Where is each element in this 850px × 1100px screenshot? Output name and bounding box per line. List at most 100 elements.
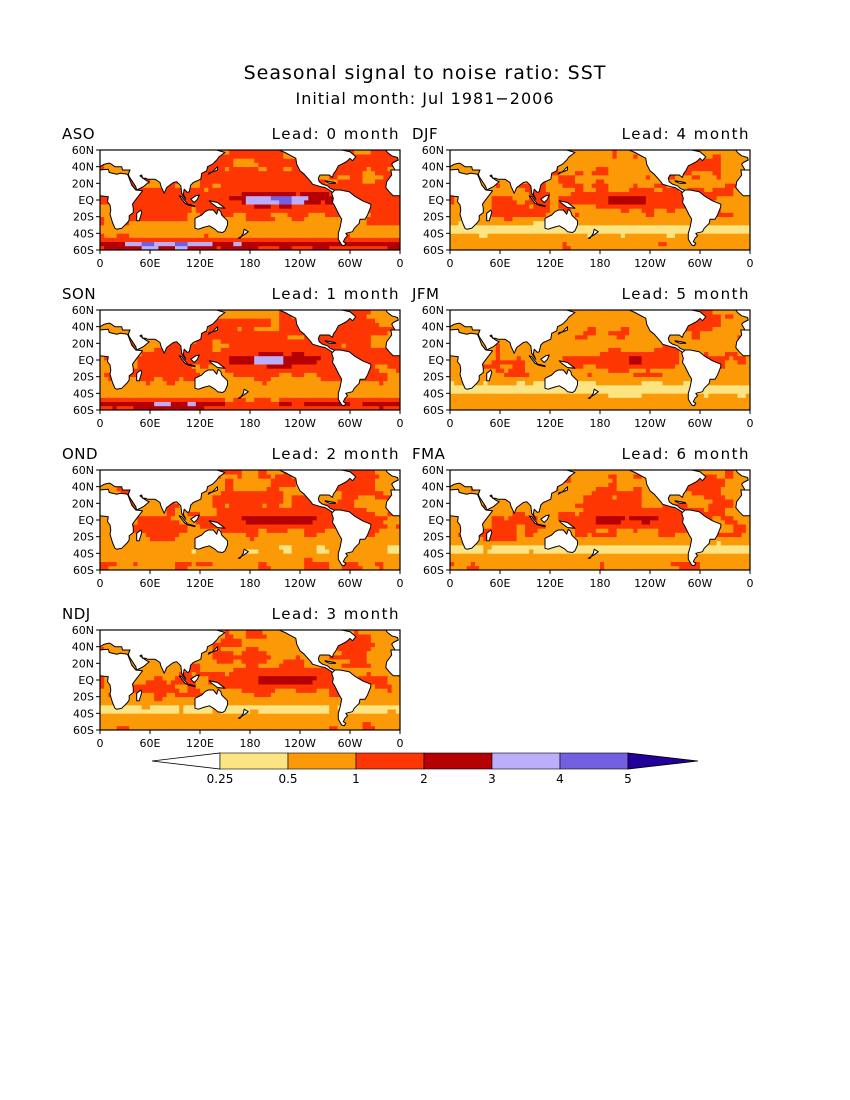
lat-tick-label: 20S [73, 211, 94, 224]
lat-tick-label: 60N [422, 305, 444, 317]
panel-lead-label: Lead: 3 month [271, 605, 400, 623]
lat-tick-label: 20S [423, 371, 444, 384]
lon-tick-label: 0 [747, 577, 754, 590]
lat-tick-label: 60S [73, 244, 94, 257]
colorbar-bin [287, 752, 357, 770]
colorbar-bin [423, 752, 493, 770]
lon-tick-label: 180 [240, 577, 261, 590]
lon-tick-label: 180 [590, 577, 611, 590]
colorbar-bin [355, 752, 425, 770]
lat-tick-label: 60S [423, 244, 444, 257]
lon-tick-label: 180 [590, 257, 611, 270]
lat-tick-label: 60S [73, 404, 94, 417]
lat-tick-label: 20S [73, 691, 94, 704]
colorbar-high-arrow [627, 752, 699, 770]
lat-tick-label: 60N [72, 465, 94, 477]
lon-tick-label: 60E [140, 417, 161, 430]
colorbar-bin [219, 752, 289, 770]
lon-tick-label: 120E [536, 577, 564, 590]
lon-tick-label: 120E [186, 257, 214, 270]
map-panel-ond: OND Lead: 2 month 60N 40N 20N EQ 20S 40S 60S 0 6… [60, 445, 404, 595]
lat-tick-label: 40N [72, 321, 94, 334]
panel-lead-label: Lead: 2 month [271, 445, 400, 463]
lat-tick-label: 60N [72, 625, 94, 637]
lat-tick-label: 40N [72, 161, 94, 174]
lon-tick-label: 60W [338, 737, 363, 750]
lat-tick-label: 40N [422, 481, 444, 494]
colorbar-tick-label: 5 [624, 772, 632, 786]
lon-tick-label: 0 [97, 737, 104, 750]
lon-tick-label: 120E [186, 417, 214, 430]
map-panel-fma: FMA Lead: 6 month 60N 40N 20N EQ 20S 40S 60S 0 6… [410, 445, 754, 595]
lat-tick-label: 60N [422, 145, 444, 157]
lat-tick-label: EQ [78, 674, 94, 687]
colorbar-tick-label: 0.5 [278, 772, 297, 786]
lon-tick-label: 0 [97, 257, 104, 270]
lon-tick-label: 180 [240, 737, 261, 750]
figure-title: Seasonal signal to noise ratio: SST [243, 62, 607, 84]
lon-tick-label: 120E [186, 737, 214, 750]
lon-tick-label: 120W [634, 577, 666, 590]
lon-tick-label: 120W [634, 417, 666, 430]
lon-tick-label: 180 [590, 417, 611, 430]
lon-tick-label: 120W [284, 417, 316, 430]
panel-season-label: DJF [412, 125, 439, 143]
lon-tick-label: 0 [447, 417, 454, 430]
colorbar-tick-label: 0.25 [207, 772, 234, 786]
lon-tick-label: 60E [140, 737, 161, 750]
lon-tick-label: 180 [240, 417, 261, 430]
colorbar-tick-label: 2 [420, 772, 428, 786]
map-panel-djf: DJF Lead: 4 month 60N 40N 20N EQ 20S 40S 60S 0 6… [410, 125, 754, 275]
lon-tick-label: 180 [240, 257, 261, 270]
lon-tick-label: 120W [284, 257, 316, 270]
lon-tick-label: 60W [688, 577, 713, 590]
land-mask [450, 470, 750, 567]
lon-tick-label: 0 [747, 257, 754, 270]
lat-tick-label: 40S [73, 707, 94, 720]
lat-tick-label: 60N [72, 145, 94, 157]
lon-tick-label: 60E [490, 257, 511, 270]
colorbar-legend: 0.25 0.5 1 2 3 4 5 [151, 752, 699, 786]
lat-tick-label: 40N [422, 321, 444, 334]
panel-lead-label: Lead: 5 month [621, 285, 750, 303]
lat-tick-label: 40S [73, 547, 94, 560]
lat-tick-label: EQ [78, 354, 94, 367]
lat-tick-label: 20N [72, 497, 94, 510]
lon-tick-label: 0 [397, 417, 404, 430]
lat-tick-label: 20N [422, 337, 444, 350]
colorbar-bin [559, 752, 629, 770]
panel-lead-label: Lead: 0 month [271, 125, 400, 143]
lon-tick-label: 120E [536, 417, 564, 430]
lat-tick-label: 20N [72, 337, 94, 350]
lon-tick-label: 0 [447, 257, 454, 270]
colorbar-low-arrow [151, 752, 221, 770]
colorbar-tick-label: 4 [556, 772, 564, 786]
lon-tick-label: 120W [284, 737, 316, 750]
lat-tick-label: EQ [428, 354, 444, 367]
lon-tick-label: 0 [97, 577, 104, 590]
colorbar-tick-label: 1 [352, 772, 360, 786]
lat-tick-label: 60S [73, 564, 94, 577]
land-mask [100, 310, 400, 407]
map-panel-son: SON Lead: 1 month 60N 40N 20N EQ 20S 40S 60S 0 6… [60, 285, 404, 435]
lat-tick-label: 60N [72, 305, 94, 317]
lat-tick-label: EQ [78, 514, 94, 527]
lat-tick-label: EQ [428, 194, 444, 207]
panel-lead-label: Lead: 6 month [621, 445, 750, 463]
lat-tick-label: 20N [72, 657, 94, 670]
lat-tick-label: 40S [73, 227, 94, 240]
lat-tick-label: 60N [422, 465, 444, 477]
colorbar-bin [491, 752, 561, 770]
lat-tick-label: 40S [73, 387, 94, 400]
figure-subtitle: Initial month: Jul 1981−2006 [295, 89, 555, 108]
lon-tick-label: 60E [140, 257, 161, 270]
lat-tick-label: 40S [423, 547, 444, 560]
lon-tick-label: 0 [747, 417, 754, 430]
lat-tick-label: 40S [423, 227, 444, 240]
lat-tick-label: 20N [422, 497, 444, 510]
lon-tick-label: 0 [447, 577, 454, 590]
land-mask [100, 630, 400, 727]
lat-tick-label: 40N [422, 161, 444, 174]
